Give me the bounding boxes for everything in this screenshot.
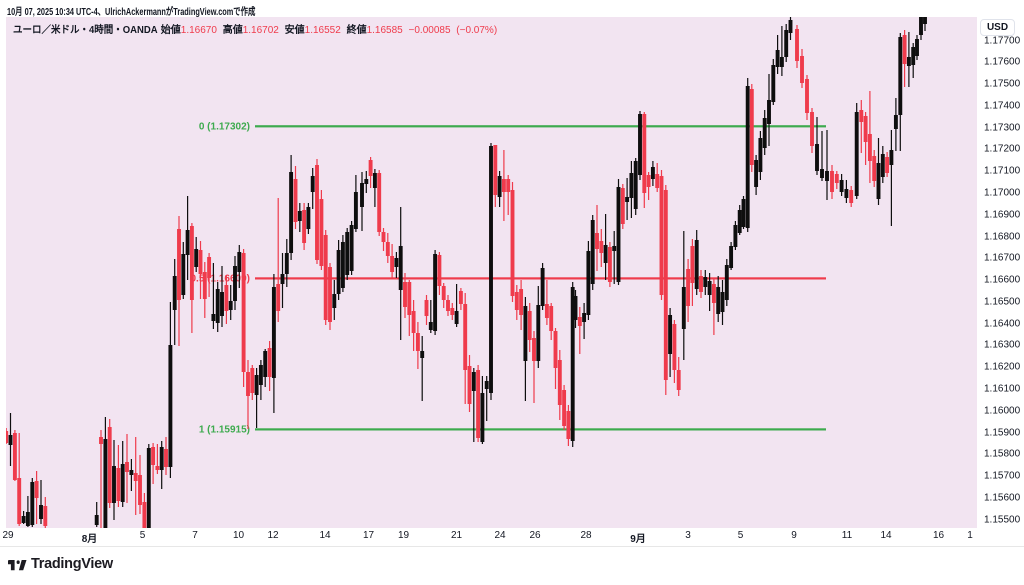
svg-text:0.5 (1.16609): 0.5 (1.16609): [191, 274, 251, 285]
svg-text:0 (1.17302): 0 (1.17302): [199, 122, 250, 133]
svg-text:1 (1.15915): 1 (1.15915): [199, 425, 250, 436]
